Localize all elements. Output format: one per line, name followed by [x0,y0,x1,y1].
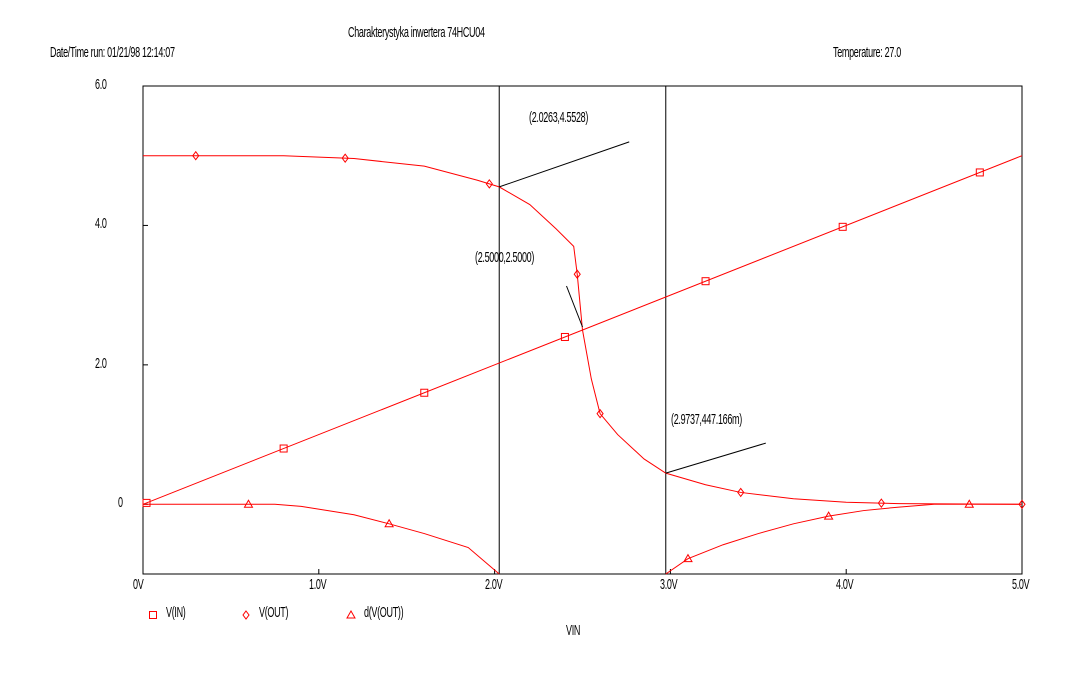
chart-title: Charakterystyka inwertera 74HCU04 [348,24,485,41]
diamond-marker [877,498,885,508]
diamond-marker [485,179,493,189]
diamond-marker [192,150,200,161]
square-marker [701,277,710,286]
square-marker [560,332,569,341]
y-tick-label: 4.0 [95,215,107,233]
triangle-marker [823,511,834,520]
diamond-marker [573,269,581,280]
series-line-d(V(OUT)) [143,503,500,575]
annotation-label: (2.9737,447.166m) [670,411,742,429]
square-marker [975,168,984,177]
x-tick-label: 4.0V [836,576,854,593]
triangle-marker [243,499,254,508]
y-tick-label: 2.0 [95,354,107,372]
triangle-marker [683,553,693,563]
square-marker [420,388,429,397]
x-tick-label: 2.0V [484,576,503,593]
datetime-label: Date/Time run: 01/21/98 12:14:07 [50,44,175,61]
annotation-label: (2.5000,2.5000) [474,249,534,266]
x-tick-label: 1.0V [308,576,327,593]
legend-label: V(IN) [166,604,186,621]
square-marker [279,444,288,453]
legend-label: d(V(OUT)) [364,604,404,621]
series-line-d(V(OUT)) [665,503,1022,575]
triangle-marker [964,499,975,508]
diamond-marker [596,408,604,419]
diamond-marker [341,153,349,163]
x-tick-label: 3.0V [660,576,678,593]
legend-label: V(OUT) [259,604,289,621]
x-tick-label: 0V [133,576,144,593]
x-axis-label: VIN [566,622,581,639]
square-marker [142,498,151,507]
legend-diamond-icon [242,610,250,620]
temperature-label: Temperature: 27.0 [833,44,901,61]
square-marker [838,222,847,231]
series-line-V(OUT) [143,155,1023,505]
annotation-leader [566,285,583,328]
legend-square-icon [149,611,157,619]
annotation-leader [499,141,630,188]
triangle-marker [384,518,394,528]
y-tick-label: 0 [118,494,123,512]
annotation-leader [665,442,766,474]
annotation-label: (2.0263,4.5528) [529,108,589,126]
plot-frame [142,85,1023,575]
diamond-marker [737,487,745,498]
legend-triangle-icon [346,609,356,619]
y-tick-label: 6.0 [95,76,107,93]
diamond-marker [1018,499,1026,510]
x-tick-label: 5.0V [1012,576,1030,593]
